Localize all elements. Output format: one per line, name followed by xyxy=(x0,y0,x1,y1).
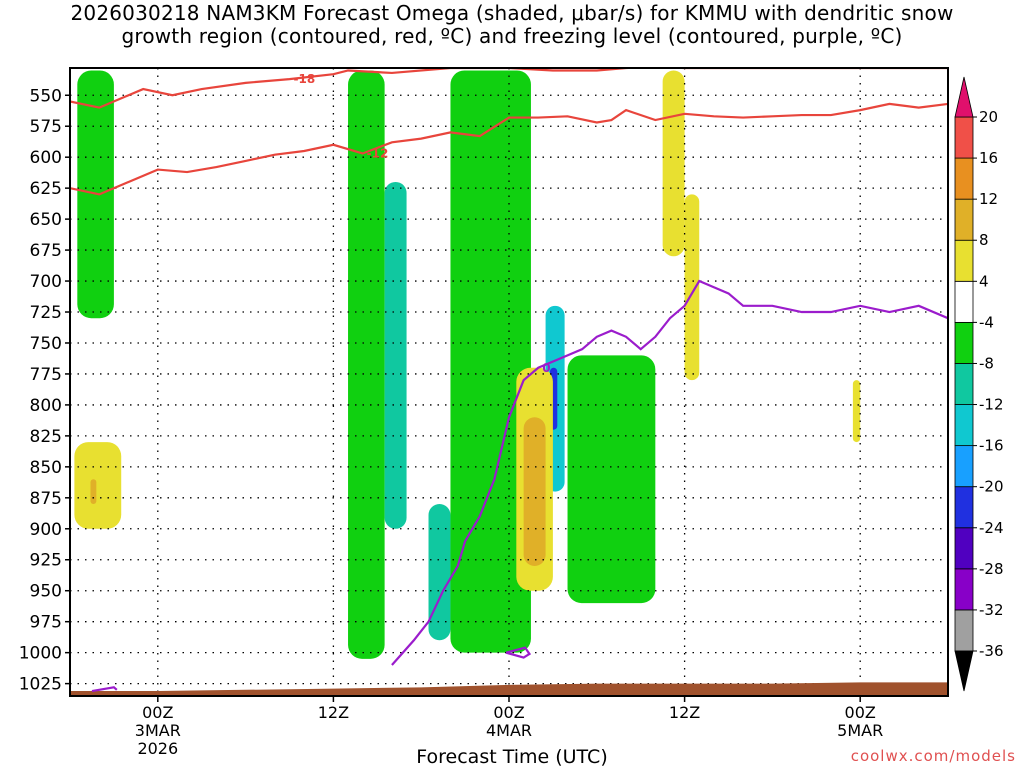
colorbar-segment-6 xyxy=(954,363,974,405)
y-tick-label-925: 925 xyxy=(30,551,62,571)
y-tick-label-675: 675 xyxy=(30,241,62,261)
colorbar-segment-10 xyxy=(954,198,974,241)
omega-region-13 xyxy=(684,194,700,381)
colorbar-label-12: 16 xyxy=(979,149,998,167)
colorbar-segment-0 xyxy=(954,609,974,652)
omega-region-7 xyxy=(567,355,656,604)
terrain-surface xyxy=(70,682,948,696)
colorbar-label-7: -8 xyxy=(979,354,994,372)
colorbar-label-1: -32 xyxy=(979,601,1004,619)
colorbar-segment-2 xyxy=(954,527,974,570)
omega-region-8 xyxy=(74,442,122,529)
dgz-contour-label-1: -12 xyxy=(367,146,389,160)
colorbar-segment-12 xyxy=(954,116,974,159)
y-tick-label-975: 975 xyxy=(30,613,62,633)
chart-title-line1: 2026030218 NAM3KM Forecast Omega (shaded… xyxy=(70,1,954,25)
colorbar-min-arrow xyxy=(954,650,974,692)
x-tick-label-0-0: 00Z xyxy=(142,703,173,722)
y-tick-label-625: 625 xyxy=(30,179,62,199)
y-tick-label-850: 850 xyxy=(30,458,62,478)
chart-title: 2026030218 NAM3KM Forecast Omega (shaded… xyxy=(0,2,1024,48)
colorbar-label-11: 12 xyxy=(979,190,998,208)
colorbar-segment-7 xyxy=(954,321,974,364)
y-tick-label-650: 650 xyxy=(30,210,62,230)
omega-region-1 xyxy=(348,70,385,659)
y-tick-label-775: 775 xyxy=(30,365,62,385)
omega-region-14 xyxy=(852,380,861,443)
dgz-contour-label-0: -18 xyxy=(294,72,316,86)
y-tick-label-875: 875 xyxy=(30,489,62,509)
x-tick-label-0-1: 3MAR xyxy=(135,721,181,740)
y-tick-label-600: 600 xyxy=(30,148,62,168)
x-tick-label-4-1: 5MAR xyxy=(837,721,883,740)
freezing-level-contour-label-0: 0 xyxy=(542,361,550,375)
omega-region-11 xyxy=(523,417,546,566)
colorbar-segment-3 xyxy=(954,486,974,529)
y-tick-label-550: 550 xyxy=(30,86,62,106)
colorbar-segment-1 xyxy=(954,568,974,611)
colorbar-segment-4 xyxy=(954,445,974,488)
y-tick-label-1000: 1000 xyxy=(19,644,62,664)
y-tick-label-750: 750 xyxy=(30,334,62,354)
dgz-contour-1 xyxy=(70,102,948,196)
colorbar-label-3: -24 xyxy=(979,519,1004,537)
x-tick-label-2-0: 00Z xyxy=(493,703,524,722)
y-tick-label-725: 725 xyxy=(30,303,62,323)
x-axis-label: Forecast Time (UTC) xyxy=(416,746,608,768)
colorbar-label-2: -28 xyxy=(979,560,1004,578)
x-tick-label-3-0: 12Z xyxy=(669,703,700,722)
colorbar-label-8: -4 xyxy=(979,313,994,331)
credit-link[interactable]: coolwx.com/models xyxy=(850,747,1016,765)
colorbar-label-5: -16 xyxy=(979,437,1004,455)
freezing-level-contour-2 xyxy=(91,686,118,693)
colorbar-segment-9 xyxy=(954,239,974,282)
x-tick-label-2-1: 4MAR xyxy=(486,721,532,740)
colorbar-label-4: -20 xyxy=(979,478,1004,496)
freezing-level-contour-0 xyxy=(391,279,948,666)
chart-title-line2: growth region (contoured, red, ºC) and f… xyxy=(121,24,903,48)
omega-region-9 xyxy=(90,479,97,505)
y-tick-label-950: 950 xyxy=(30,582,62,602)
omega-region-2 xyxy=(384,181,407,529)
y-tick-label-575: 575 xyxy=(30,117,62,137)
y-tick-label-800: 800 xyxy=(30,396,62,416)
y-tick-label-700: 700 xyxy=(30,272,62,292)
colorbar-segment-11 xyxy=(954,157,974,200)
y-tick-label-1025: 1025 xyxy=(19,675,62,695)
colorbar-segment-5 xyxy=(954,404,974,447)
y-tick-label-900: 900 xyxy=(30,520,62,540)
dgz-contour-0 xyxy=(70,68,948,109)
colorbar-label-0: -36 xyxy=(979,642,1004,660)
omega-region-3 xyxy=(428,504,451,641)
x-tick-label-0-2: 2026 xyxy=(137,739,178,758)
colorbar-label-6: -12 xyxy=(979,396,1004,414)
x-tick-label-4-0: 00Z xyxy=(845,703,876,722)
omega-region-4 xyxy=(450,70,531,653)
colorbar-segment-8 xyxy=(954,280,974,323)
omega-region-12 xyxy=(662,70,685,257)
y-tick-label-825: 825 xyxy=(30,427,62,447)
colorbar-label-13: 20 xyxy=(979,108,998,126)
colorbar-label-9: 4 xyxy=(979,272,989,290)
colorbar-label-10: 8 xyxy=(979,231,989,249)
freezing-level-contour-1 xyxy=(505,646,532,659)
colorbar-max-arrow xyxy=(954,76,974,118)
x-tick-label-1-0: 12Z xyxy=(318,703,349,722)
